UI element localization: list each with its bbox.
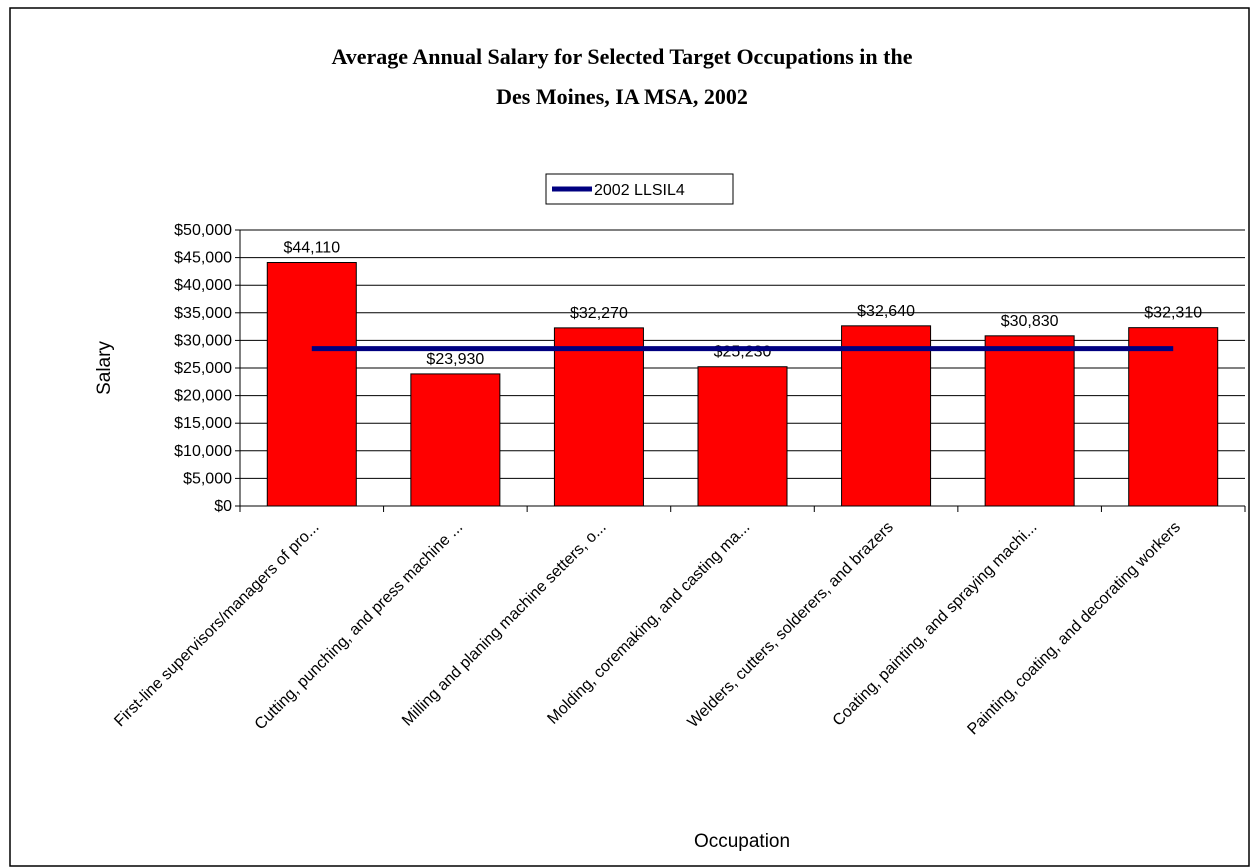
y-tick-label: $40,000 [174, 277, 232, 294]
data-label: $30,830 [1001, 313, 1059, 330]
data-label: $32,310 [1144, 305, 1202, 322]
chart-title: Average Annual Salary for Selected Targe… [332, 44, 913, 69]
y-tick-label: $30,000 [174, 332, 232, 349]
y-tick-label: $20,000 [174, 388, 232, 405]
bar [841, 325, 932, 507]
bar [553, 327, 644, 507]
y-tick-label: $35,000 [174, 305, 232, 322]
bar [984, 335, 1075, 507]
data-label: $44,110 [283, 240, 340, 257]
data-label: $23,930 [426, 351, 484, 368]
y-tick-label: $15,000 [174, 415, 232, 432]
y-tick-label: $0 [214, 498, 232, 515]
y-axis-title: Salary [94, 341, 115, 395]
y-tick-label: $25,000 [174, 360, 232, 377]
x-axis-title: Occupation [694, 831, 790, 852]
y-tick-label: $50,000 [174, 222, 232, 239]
y-tick-label: $45,000 [174, 250, 232, 267]
data-label: $32,270 [570, 305, 628, 322]
bar [1128, 327, 1219, 507]
data-label: $32,640 [857, 303, 915, 320]
bar [410, 373, 501, 507]
legend-label: 2002 LLSIL4 [594, 182, 685, 199]
y-tick-label: $10,000 [174, 443, 232, 460]
bar [266, 262, 357, 507]
y-tick-label: $5,000 [183, 470, 232, 487]
chart-title: Des Moines, IA MSA, 2002 [496, 84, 748, 109]
bar [697, 366, 788, 507]
